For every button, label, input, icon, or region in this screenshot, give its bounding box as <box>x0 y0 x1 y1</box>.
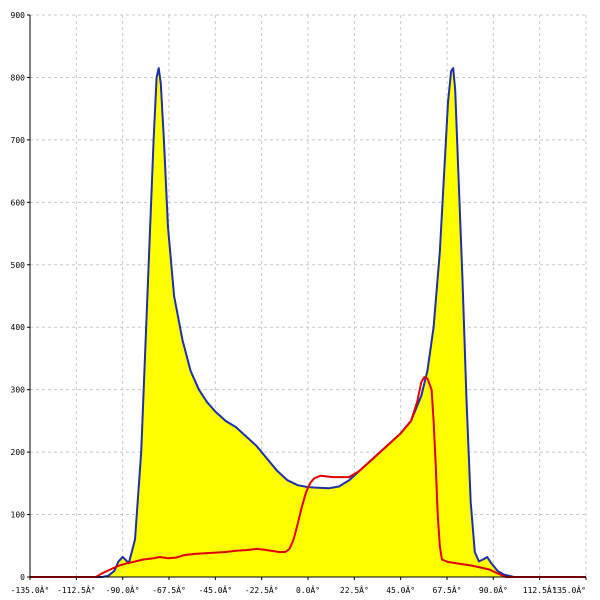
x-tick-label: -22.5Â° <box>245 584 279 595</box>
x-tick-label: -45.0Â° <box>198 584 232 595</box>
y-tick-label: 300 <box>11 386 26 395</box>
x-tick-label: 67.5Â° <box>433 584 462 595</box>
x-tick-label: -112.5Â° <box>57 584 96 595</box>
y-tick-label: 100 <box>11 511 26 520</box>
series-0-line <box>30 67 586 578</box>
x-tick-label: -135.0Â° <box>11 584 50 595</box>
x-tick-label: 0.0Â° <box>296 584 320 595</box>
x-tick-label: -90.0Â° <box>106 584 140 595</box>
y-tick-label: 0 <box>20 573 25 582</box>
series-1-line <box>30 376 586 578</box>
y-tick-label: 900 <box>11 11 26 20</box>
x-tick-label: 22.5Â° <box>340 584 369 595</box>
x-tick-label: 45.0Â° <box>386 584 415 595</box>
series-layer <box>30 67 586 578</box>
y-tick-labels: 0 100 200 300 400 500 600 700 800 900 <box>11 11 30 582</box>
y-tick-label: 500 <box>11 261 26 270</box>
y-tick-label: 600 <box>11 198 26 207</box>
y-tick-label: 200 <box>11 448 26 457</box>
series-0-area <box>30 68 586 577</box>
x-tick-label: 112.5Â° <box>523 584 557 595</box>
y-tick-label: 700 <box>11 136 26 145</box>
y-tick-label: 800 <box>11 73 26 82</box>
x-tick-label: 90.0Â° <box>479 584 508 595</box>
x-tick-label: -67.5Â° <box>152 584 186 595</box>
x-tick-labels: -135.0Â° -112.5Â° -90.0Â° -67.5Â° -45.0Â° -22… <box>11 577 587 595</box>
x-tick-label: 135.0Â° <box>552 584 586 595</box>
y-tick-label: 400 <box>11 323 26 332</box>
